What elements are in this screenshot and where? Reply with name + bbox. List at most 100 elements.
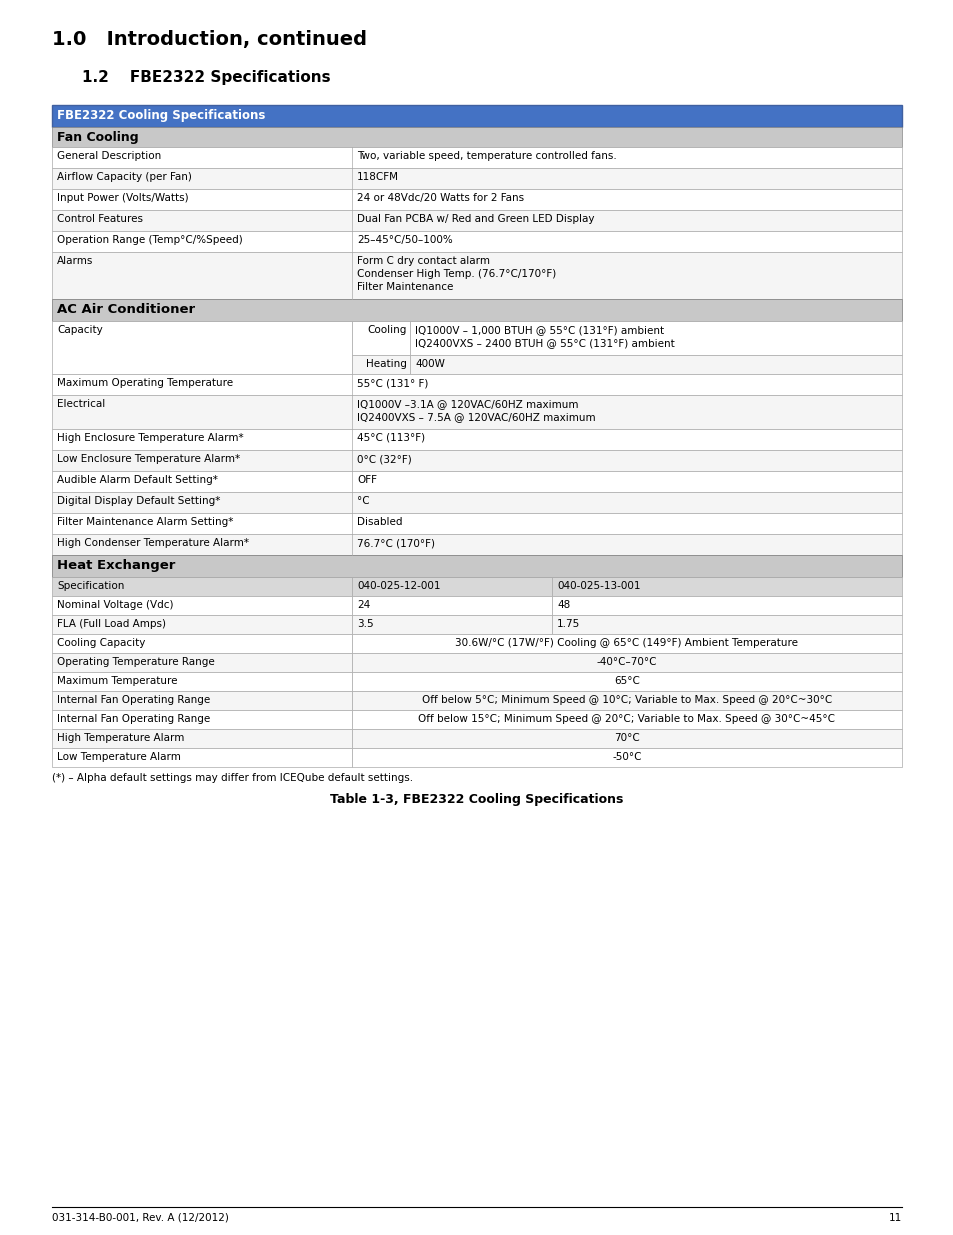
- Text: 040-025-12-001: 040-025-12-001: [356, 580, 440, 592]
- Text: 1.75: 1.75: [557, 619, 579, 629]
- Bar: [52, 210, 901, 231]
- Bar: [352, 597, 552, 615]
- Bar: [52, 492, 901, 513]
- Bar: [52, 168, 901, 189]
- Bar: [52, 534, 901, 555]
- Text: 118CFM: 118CFM: [356, 172, 398, 182]
- Text: Heat Exchanger: Heat Exchanger: [57, 559, 175, 572]
- Text: Input Power (Volts/Watts): Input Power (Volts/Watts): [57, 193, 189, 203]
- Text: 24 or 48Vdc/20 Watts for 2 Fans: 24 or 48Vdc/20 Watts for 2 Fans: [356, 193, 523, 203]
- Bar: [410, 354, 901, 374]
- Bar: [352, 634, 901, 653]
- Text: Electrical: Electrical: [57, 399, 105, 409]
- Text: 25–45°C/50–100%: 25–45°C/50–100%: [356, 235, 453, 245]
- Text: IQ1000V –3.1A @ 120VAC/60HZ maximum: IQ1000V –3.1A @ 120VAC/60HZ maximum: [356, 399, 578, 409]
- Text: (*) – Alpha default settings may differ from ICEQube default settings.: (*) – Alpha default settings may differ …: [52, 773, 413, 783]
- Bar: [52, 710, 352, 729]
- Text: 65°C: 65°C: [614, 676, 639, 685]
- Text: FLA (Full Load Amps): FLA (Full Load Amps): [57, 619, 166, 629]
- Text: Digital Display Default Setting*: Digital Display Default Setting*: [57, 496, 220, 506]
- Text: Low Temperature Alarm: Low Temperature Alarm: [57, 752, 181, 762]
- Text: 040-025-13-001: 040-025-13-001: [557, 580, 639, 592]
- Bar: [352, 729, 901, 748]
- Bar: [52, 653, 352, 672]
- Bar: [52, 672, 352, 692]
- Text: 24: 24: [356, 600, 370, 610]
- Text: Control Features: Control Features: [57, 214, 143, 224]
- Text: Specification: Specification: [57, 580, 124, 592]
- Text: 400W: 400W: [415, 359, 444, 369]
- Bar: [52, 729, 352, 748]
- Bar: [52, 231, 901, 252]
- Text: Airflow Capacity (per Fan): Airflow Capacity (per Fan): [57, 172, 192, 182]
- Text: Maximum Temperature: Maximum Temperature: [57, 676, 177, 685]
- Text: OFF: OFF: [356, 475, 376, 485]
- Text: Audible Alarm Default Setting*: Audible Alarm Default Setting*: [57, 475, 217, 485]
- Bar: [52, 252, 901, 299]
- Bar: [52, 189, 901, 210]
- Bar: [52, 374, 901, 395]
- Bar: [52, 105, 901, 127]
- Text: 45°C (113°F): 45°C (113°F): [356, 433, 425, 443]
- Bar: [552, 577, 901, 597]
- Text: -40°C–70°C: -40°C–70°C: [597, 657, 657, 667]
- Bar: [352, 748, 901, 767]
- Text: 1.2    FBE2322 Specifications: 1.2 FBE2322 Specifications: [82, 70, 331, 85]
- Bar: [52, 513, 901, 534]
- Bar: [352, 692, 901, 710]
- Bar: [52, 748, 352, 767]
- Text: AC Air Conditioner: AC Air Conditioner: [57, 303, 195, 316]
- Text: 30.6W/°C (17W/°F) Cooling @ 65°C (149°F) Ambient Temperature: 30.6W/°C (17W/°F) Cooling @ 65°C (149°F)…: [455, 638, 798, 648]
- Text: Operating Temperature Range: Operating Temperature Range: [57, 657, 214, 667]
- Text: Capacity: Capacity: [57, 325, 103, 335]
- Bar: [352, 710, 901, 729]
- Text: Two, variable speed, temperature controlled fans.: Two, variable speed, temperature control…: [356, 151, 616, 161]
- Text: Cooling: Cooling: [367, 325, 407, 335]
- Text: 76.7°C (170°F): 76.7°C (170°F): [356, 538, 435, 548]
- Bar: [352, 321, 410, 354]
- Bar: [52, 147, 901, 168]
- Bar: [52, 597, 352, 615]
- Text: °C: °C: [356, 496, 369, 506]
- Bar: [52, 450, 901, 471]
- Text: Off below 15°C; Minimum Speed @ 20°C; Variable to Max. Speed @ 30°C~45°C: Off below 15°C; Minimum Speed @ 20°C; Va…: [418, 714, 835, 724]
- Text: Table 1-3, FBE2322 Cooling Specifications: Table 1-3, FBE2322 Cooling Specification…: [330, 793, 623, 806]
- Text: Off below 5°C; Minimum Speed @ 10°C; Variable to Max. Speed @ 20°C~30°C: Off below 5°C; Minimum Speed @ 10°C; Var…: [421, 695, 831, 705]
- Text: -50°C: -50°C: [612, 752, 641, 762]
- Bar: [552, 615, 901, 634]
- Text: Operation Range (Temp°C/%Speed): Operation Range (Temp°C/%Speed): [57, 235, 242, 245]
- Text: 55°C (131° F): 55°C (131° F): [356, 378, 428, 388]
- Text: Form C dry contact alarm: Form C dry contact alarm: [356, 256, 490, 266]
- Bar: [52, 395, 901, 429]
- Bar: [352, 354, 410, 374]
- Text: Alarms: Alarms: [57, 256, 93, 266]
- Bar: [52, 634, 352, 653]
- Text: Disabled: Disabled: [356, 517, 402, 527]
- Bar: [352, 615, 552, 634]
- Bar: [52, 577, 352, 597]
- Text: 3.5: 3.5: [356, 619, 374, 629]
- Bar: [410, 321, 901, 354]
- Text: Heating: Heating: [366, 359, 407, 369]
- Text: Fan Cooling: Fan Cooling: [57, 131, 138, 144]
- Text: Maximum Operating Temperature: Maximum Operating Temperature: [57, 378, 233, 388]
- Text: Filter Maintenance: Filter Maintenance: [356, 282, 453, 291]
- Text: General Description: General Description: [57, 151, 161, 161]
- Bar: [352, 653, 901, 672]
- Text: Nominal Voltage (Vdc): Nominal Voltage (Vdc): [57, 600, 173, 610]
- Text: 70°C: 70°C: [614, 734, 639, 743]
- Text: Condenser High Temp. (76.7°C/170°F): Condenser High Temp. (76.7°C/170°F): [356, 269, 556, 279]
- Text: High Temperature Alarm: High Temperature Alarm: [57, 734, 184, 743]
- Bar: [52, 692, 352, 710]
- Text: Filter Maintenance Alarm Setting*: Filter Maintenance Alarm Setting*: [57, 517, 233, 527]
- Text: 48: 48: [557, 600, 570, 610]
- Text: Low Enclosure Temperature Alarm*: Low Enclosure Temperature Alarm*: [57, 454, 240, 464]
- Text: Internal Fan Operating Range: Internal Fan Operating Range: [57, 714, 210, 724]
- Text: IQ2400VXS – 2400 BTUH @ 55°C (131°F) ambient: IQ2400VXS – 2400 BTUH @ 55°C (131°F) amb…: [415, 338, 674, 348]
- Text: 031-314-B0-001, Rev. A (12/2012): 031-314-B0-001, Rev. A (12/2012): [52, 1213, 229, 1223]
- Text: Dual Fan PCBA w/ Red and Green LED Display: Dual Fan PCBA w/ Red and Green LED Displ…: [356, 214, 594, 224]
- Bar: [52, 299, 901, 321]
- Bar: [52, 471, 901, 492]
- Bar: [352, 672, 901, 692]
- Bar: [52, 321, 352, 374]
